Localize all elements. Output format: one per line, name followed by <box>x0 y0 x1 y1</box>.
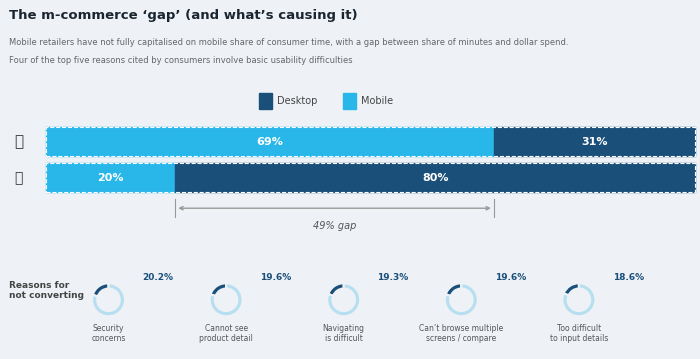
Text: Can’t browse multiple
screens / compare: Can’t browse multiple screens / compare <box>419 324 503 343</box>
Text: Four of the top five reasons cited by consumers involve basic usability difficul: Four of the top five reasons cited by co… <box>9 56 353 65</box>
Bar <box>176 163 695 192</box>
Text: 19.3%: 19.3% <box>377 274 409 283</box>
Text: 💲: 💲 <box>15 171 23 185</box>
Bar <box>46 127 493 156</box>
Text: 19.6%: 19.6% <box>495 274 526 283</box>
Bar <box>343 93 356 109</box>
Text: The m-commerce ‘gap’ (and what’s causing it): The m-commerce ‘gap’ (and what’s causing… <box>9 9 358 22</box>
Text: 20.2%: 20.2% <box>142 274 174 283</box>
Text: 20%: 20% <box>97 173 124 183</box>
Bar <box>46 127 695 156</box>
Text: 19.6%: 19.6% <box>260 274 291 283</box>
Text: 49% gap: 49% gap <box>313 221 356 231</box>
Text: 69%: 69% <box>256 137 283 147</box>
Text: Reasons for
not converting: Reasons for not converting <box>9 281 84 300</box>
Text: Navigating
is difficult: Navigating is difficult <box>323 324 365 343</box>
Wedge shape <box>328 283 344 296</box>
Text: Security
concerns: Security concerns <box>91 324 126 343</box>
Wedge shape <box>564 283 579 295</box>
Text: 31%: 31% <box>581 137 608 147</box>
Wedge shape <box>211 283 226 296</box>
Text: 🕐: 🕐 <box>14 134 24 149</box>
Wedge shape <box>92 283 108 297</box>
Text: Too difficult
to input details: Too difficult to input details <box>550 324 608 343</box>
Bar <box>46 163 176 192</box>
Bar <box>494 127 695 156</box>
Text: 80%: 80% <box>422 173 449 183</box>
Wedge shape <box>562 283 596 316</box>
Text: Mobile: Mobile <box>361 97 393 106</box>
Wedge shape <box>327 283 360 316</box>
Text: Desktop: Desktop <box>277 97 318 106</box>
Text: 18.6%: 18.6% <box>612 274 644 283</box>
Wedge shape <box>446 283 461 296</box>
Bar <box>259 93 272 109</box>
Wedge shape <box>444 283 478 316</box>
Wedge shape <box>209 283 243 316</box>
Text: Cannot see
product detail: Cannot see product detail <box>199 324 253 343</box>
Wedge shape <box>92 283 125 316</box>
Bar <box>46 163 695 192</box>
Text: Mobile retailers have not fully capitalised on mobile share of consumer time, wi: Mobile retailers have not fully capitali… <box>9 38 568 47</box>
